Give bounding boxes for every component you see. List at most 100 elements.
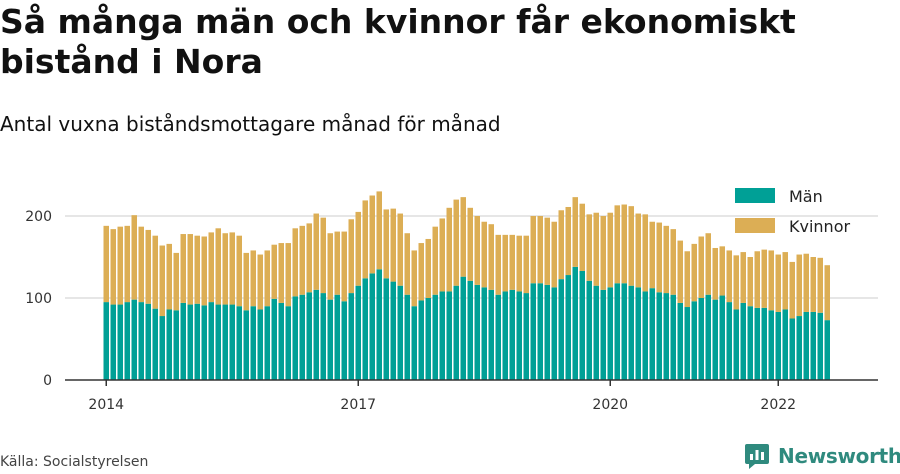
legend-label-man: Män [789, 187, 823, 206]
bar-woman [446, 207, 452, 292]
bar-woman [229, 232, 235, 305]
bar-man [299, 294, 305, 380]
bar-woman [404, 233, 410, 295]
bar-woman [726, 250, 732, 303]
bar-man [817, 312, 823, 380]
bar-woman [733, 255, 739, 310]
bar-man [803, 311, 809, 380]
x-tick-label: 2022 [760, 397, 796, 413]
bar-man [320, 293, 326, 380]
bar-woman [565, 206, 571, 276]
bar-man [523, 293, 529, 380]
bar-man [600, 289, 606, 380]
x-tick-label: 2014 [88, 397, 124, 413]
x-tick-label: 2017 [340, 397, 376, 413]
bar-man [642, 291, 648, 380]
source-note: Källa: Socialstyrelsen [0, 454, 149, 470]
bar-woman [131, 215, 137, 300]
bar-woman [194, 235, 200, 304]
bar-woman [586, 214, 592, 281]
bar-woman [824, 265, 830, 321]
bar-woman [642, 214, 648, 292]
bar-man [677, 302, 683, 380]
bar-woman [663, 225, 669, 294]
bar-man [691, 301, 697, 380]
bar-woman [348, 219, 354, 294]
bar-woman [320, 217, 326, 294]
bar-woman [334, 231, 340, 295]
bar-woman [292, 228, 298, 297]
bar-woman [656, 222, 662, 293]
bar-man [509, 289, 515, 380]
bar-man [663, 293, 669, 380]
bar-man [425, 298, 431, 380]
brand-name: Newsworthy [778, 444, 900, 468]
bar-woman [383, 209, 389, 279]
bar-man [586, 280, 592, 380]
bar-man [754, 307, 760, 380]
bar-man [222, 304, 228, 380]
bar-woman [327, 233, 333, 300]
bar-woman [768, 250, 774, 311]
bar-woman [530, 216, 536, 284]
bar-man [495, 294, 501, 380]
bar-woman [313, 213, 319, 290]
bar-man [474, 284, 480, 380]
bar-man [215, 304, 221, 380]
legend-label-woman: Kvinnor [789, 217, 850, 236]
bar-woman [390, 208, 396, 282]
bar-woman [782, 252, 788, 310]
bar-woman [551, 221, 557, 288]
bar-man [481, 287, 487, 380]
bar-man [719, 295, 725, 380]
bar-man [397, 285, 403, 380]
bar-woman [789, 261, 795, 319]
bar-man [292, 296, 298, 380]
chart-title: Så många män och kvinnor får ekonomiskt … [0, 2, 796, 81]
bar-man [782, 309, 788, 380]
bar-woman [425, 238, 431, 298]
bar-woman [453, 199, 459, 286]
bar-woman [747, 257, 753, 307]
bar-man [166, 309, 172, 380]
bar-woman [516, 235, 522, 292]
bar-man [313, 289, 319, 380]
bar-man [117, 304, 123, 380]
bar-man [593, 285, 599, 380]
bar-man [208, 302, 214, 380]
bar-woman [488, 224, 494, 290]
bar-woman [376, 191, 382, 270]
bar-man [194, 303, 200, 380]
bar-man [733, 309, 739, 380]
bar-man [467, 280, 473, 380]
bar-man [656, 292, 662, 380]
bar-man [635, 287, 641, 380]
bar-woman [411, 250, 417, 307]
bar-man [159, 316, 165, 380]
bar-woman [621, 204, 627, 284]
bar-man [243, 310, 249, 380]
bar-man [565, 275, 571, 380]
chart-subtitle: Antal vuxna biståndsmottagare månad för … [0, 112, 501, 136]
bar-woman [509, 234, 515, 290]
bar-man [348, 293, 354, 380]
bar-man [124, 302, 130, 380]
bar-man [285, 306, 291, 380]
bar-woman [817, 257, 823, 313]
legend-swatch-man [735, 188, 775, 203]
bar-man [327, 299, 333, 380]
bar-man [551, 287, 557, 380]
legend-swatch-woman [735, 218, 775, 233]
bar-woman [698, 236, 704, 298]
bar-woman [719, 246, 725, 296]
bar-man [278, 302, 284, 380]
bar-woman [523, 235, 529, 294]
bar-woman [110, 229, 116, 305]
bar-woman [250, 250, 256, 307]
bar-man [271, 298, 277, 380]
bar-woman [439, 218, 445, 292]
bar-woman [740, 252, 746, 303]
bar-woman [236, 235, 242, 307]
bar-woman [796, 254, 802, 317]
bar-woman [152, 235, 158, 309]
